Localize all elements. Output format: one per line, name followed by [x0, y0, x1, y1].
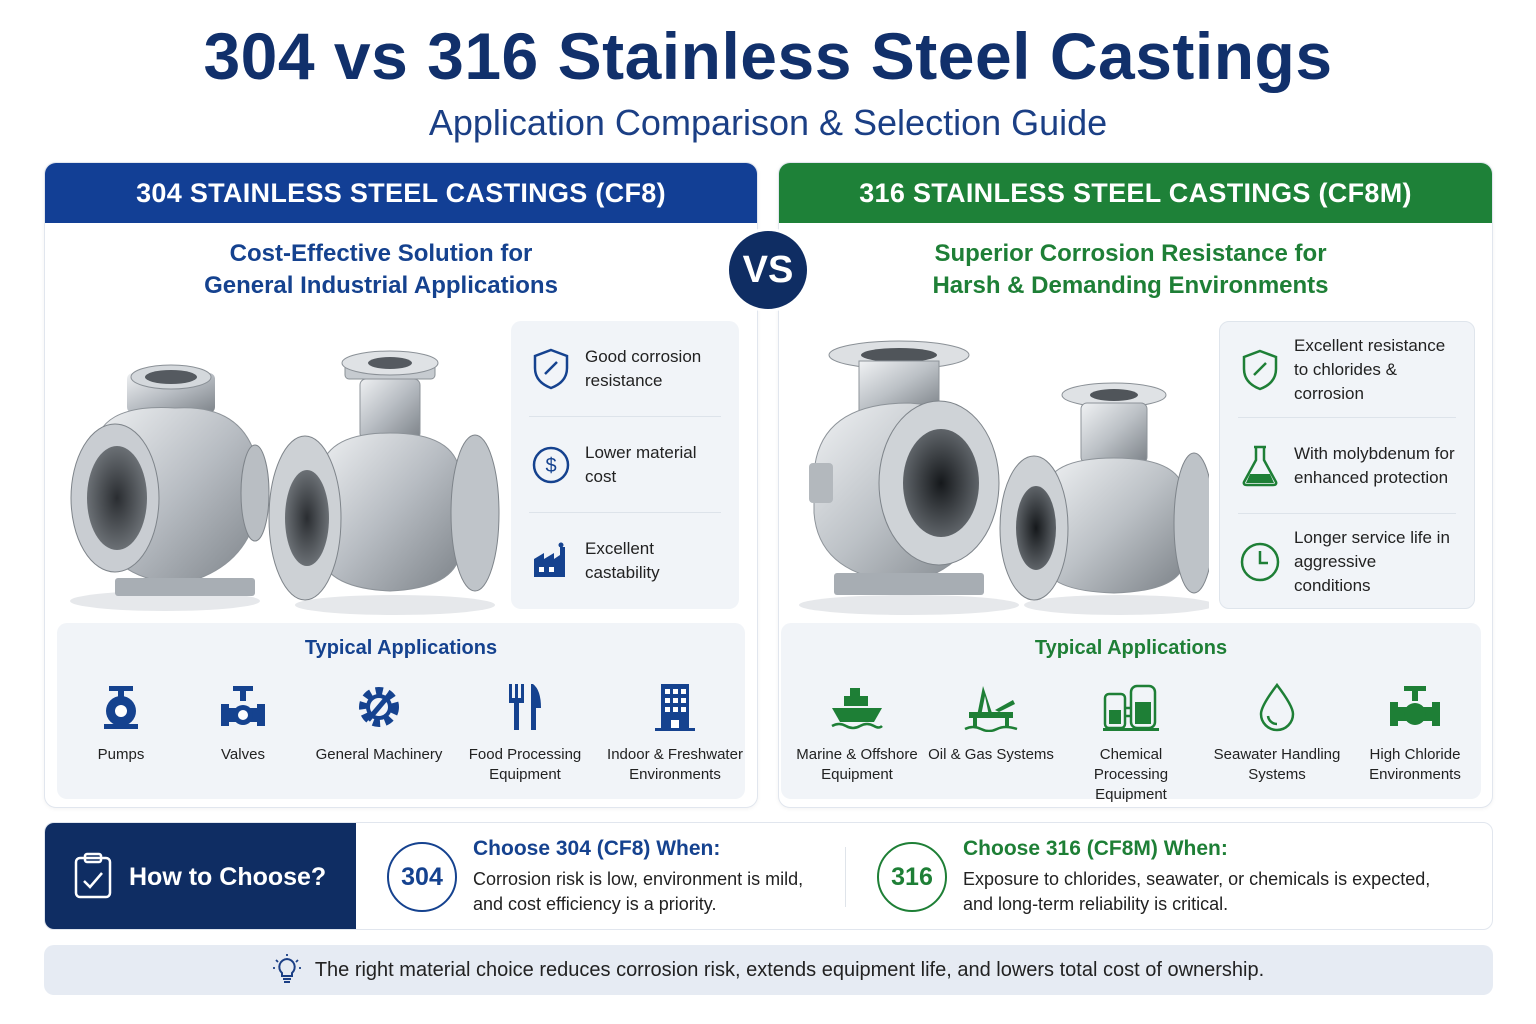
applications-316: Typical Applications Marine & Offshore E…: [781, 623, 1481, 803]
ship-icon: [787, 679, 927, 735]
app-item: Chemical Processing Equipment: [1061, 679, 1201, 805]
app-label: Oil & Gas Systems: [928, 746, 1054, 763]
feature-text: Good corrosion resistance: [585, 346, 702, 390]
applications-304: Typical Applications Pumps Valves Genera…: [57, 623, 745, 799]
app-item: Food Processing Equipment: [455, 679, 595, 785]
page-subtitle: Application Comparison & Selection Guide: [428, 102, 1108, 143]
feature-item: With molybdenum for enhanced protection: [1238, 418, 1456, 514]
svg-text:$: $: [545, 455, 556, 477]
how-to-choose-label-block: How to Choose?: [45, 823, 356, 929]
footer-text: The right material choice reduces corros…: [314, 958, 1265, 981]
panel-304: 304 STAINLESS STEEL CASTINGS (CF8) Cost-…: [44, 162, 758, 808]
valve-casting-illustration: [70, 350, 500, 615]
app-label: Food Processing Equipment: [468, 746, 582, 783]
footer-note: The right material choice reduces corros…: [44, 945, 1493, 995]
choose-304: 304 Choose 304 (CF8) When: Corrosion ris…: [387, 823, 804, 929]
choose-316-line: Exposure to chlorides, seawater, or chem…: [963, 869, 1431, 889]
choose-316-line: and long-term reliability is critical.: [963, 894, 1229, 914]
app-item: Indoor & Freshwater Environments: [605, 679, 745, 785]
panel-316: 316 STAINLESS STEEL CASTINGS (CF8M) Supe…: [778, 162, 1493, 808]
feature-text: Longer service life in aggressive condit…: [1294, 528, 1450, 595]
feature-item: Good corrosion resistance: [529, 321, 721, 417]
oil-rig-icon: [921, 679, 1061, 735]
applications-title: Typical Applications: [304, 637, 498, 659]
feature-text: Lower material cost: [585, 442, 697, 486]
app-item: Marine & Offshore Equipment: [787, 679, 927, 785]
panel-304-header: 304 STAINLESS STEEL CASTINGS (CF8): [45, 163, 757, 223]
app-label: Chemical Processing Equipment: [1093, 746, 1169, 803]
pipe-valve-icon: [1345, 679, 1485, 735]
app-item: High Chloride Environments: [1345, 679, 1485, 785]
app-label: Marine & Offshore Equipment: [796, 746, 918, 783]
applications-title: Typical Applications: [1034, 637, 1228, 659]
gear-icon: [309, 679, 449, 735]
feature-item: Excellent castability: [529, 513, 721, 609]
features-316: Excellent resistance to chlorides & corr…: [1219, 321, 1475, 609]
feature-text: Excellent resistance to chlorides & corr…: [1294, 335, 1446, 403]
clock-icon: [1238, 541, 1282, 583]
choose-304-heading: Choose 304 (CF8) When:: [473, 837, 721, 860]
app-label: General Machinery: [315, 746, 443, 763]
flask-icon: [1238, 444, 1282, 488]
lightbulb-icon: [272, 954, 301, 986]
choose-316-heading: Choose 316 (CF8M) When:: [963, 837, 1228, 860]
divider: [845, 847, 846, 907]
choose-304-line: Corrosion risk is low, environment is mi…: [473, 869, 804, 889]
app-label: Indoor & Freshwater Environments: [607, 746, 743, 783]
valve-images-304: [55, 333, 505, 633]
tagline-line: Cost-Effective Solution for: [229, 240, 533, 267]
dollar-icon: $: [529, 445, 573, 485]
page-title: 304 vs 316 Stainless Steel Castings: [203, 19, 1333, 93]
panel-316-header: 316 STAINLESS STEEL CASTINGS (CF8M): [779, 163, 1492, 223]
tagline-line: General Industrial Applications: [204, 272, 558, 299]
shield-icon: [529, 348, 573, 390]
feature-text: Excellent castability: [585, 539, 660, 582]
water-drop-icon: [1207, 679, 1347, 735]
vs-badge: VS: [726, 228, 810, 312]
valve-icon: [173, 679, 313, 735]
tagline-line: Superior Corrosion Resistance for: [934, 240, 1327, 267]
app-label: Valves: [221, 746, 265, 763]
app-label: Seawater Handling Systems: [1213, 746, 1341, 783]
tagline-line: Harsh & Demanding Environments: [932, 272, 1329, 299]
badge-304: 304: [387, 842, 457, 912]
feature-item: Excellent resistance to chlorides & corr…: [1238, 322, 1456, 418]
app-item: Seawater Handling Systems: [1207, 679, 1347, 785]
app-label: Pumps: [97, 746, 145, 763]
feature-text: With molybdenum for enhanced protection: [1294, 443, 1455, 487]
panel-304-tagline: Cost-Effective Solution for General Indu…: [45, 238, 757, 302]
app-item: Valves: [173, 679, 313, 765]
factory-icon: [529, 541, 573, 581]
app-label: High Chloride Environments: [1369, 746, 1461, 783]
pump-icon: [51, 679, 191, 735]
features-304: Good corrosion resistance $ Lower materi…: [511, 321, 739, 609]
app-item: General Machinery: [309, 679, 449, 765]
badge-316: 316: [877, 842, 947, 912]
how-to-choose: How to Choose? 304 Choose 304 (CF8) When…: [44, 822, 1493, 930]
shield-icon: [1238, 349, 1282, 391]
choose-304-line: and cost efficiency is a priority.: [473, 894, 717, 914]
chemical-plant-icon: [1061, 679, 1201, 735]
building-icon: [605, 679, 745, 735]
fork-knife-icon: [455, 679, 595, 735]
panel-316-tagline: Superior Corrosion Resistance for Harsh …: [779, 238, 1492, 302]
feature-item: $ Lower material cost: [529, 417, 721, 513]
app-item: Pumps: [51, 679, 191, 765]
app-item: Oil & Gas Systems: [921, 679, 1061, 765]
how-to-choose-label: How to Choose?: [129, 862, 327, 891]
valve-casting-illustration: [799, 340, 1215, 615]
choose-316: 316 Choose 316 (CF8M) When: Exposure to …: [877, 823, 1431, 929]
feature-item: Longer service life in aggressive condit…: [1238, 514, 1456, 610]
valve-images-316: [789, 333, 1215, 633]
clipboard-icon: [73, 851, 113, 904]
